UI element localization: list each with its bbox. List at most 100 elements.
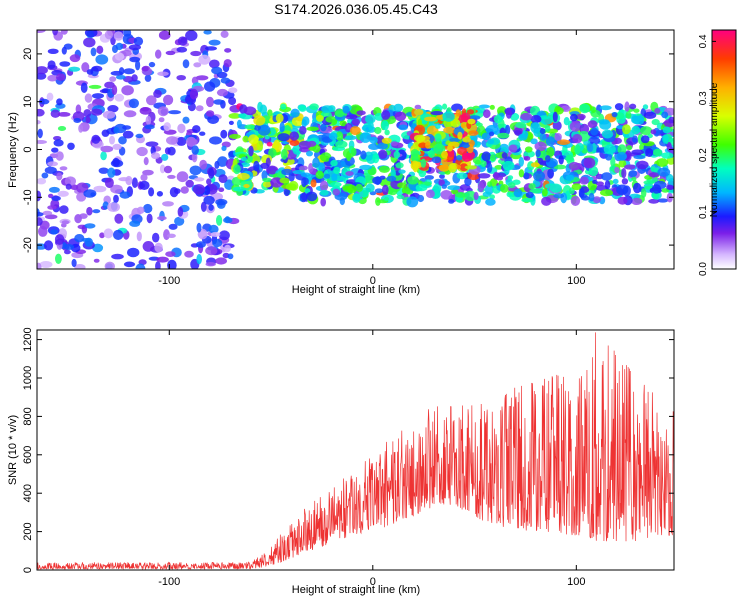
heatmap-cell [617, 144, 627, 155]
heatmap-cell [107, 105, 119, 113]
heatmap-cell [588, 165, 599, 177]
heatmap-cell [84, 223, 96, 229]
heatmap-cell [205, 46, 217, 51]
heatmap-cell [200, 201, 207, 212]
heatmap-cell [153, 89, 162, 98]
heatmap-cell [640, 135, 650, 144]
heatmap-cell [525, 191, 534, 199]
heatmap-cell [420, 158, 427, 168]
snr-y-tick-label: 600 [22, 446, 34, 464]
heatmap-cell [603, 144, 616, 155]
snr-x-tick-label: 0 [370, 576, 376, 588]
heatmap-cell [262, 177, 272, 183]
heatmap-cell [262, 181, 272, 188]
heatmap-cell [464, 165, 477, 170]
colorbar-tick-label: 0.1 [698, 205, 709, 219]
heatmap-cell [530, 115, 542, 124]
heatmap-cell [81, 62, 90, 73]
heatmap-cell [174, 188, 181, 194]
heatmap-cell [237, 172, 250, 181]
heatmap-cell [541, 196, 552, 206]
heatmap-cell [131, 177, 138, 188]
heatmap-cell [299, 126, 307, 135]
heatmap-cell [61, 220, 70, 225]
heatmap-cell [266, 141, 273, 147]
heatmap-cell [553, 164, 567, 170]
heatmap-cell [203, 195, 215, 205]
heatmap-cell [464, 177, 472, 186]
heatmap-cell [44, 214, 58, 220]
heatmap-cell [79, 213, 88, 219]
colorbar-frame [711, 29, 737, 270]
heatmap-cell [483, 109, 491, 119]
heatmap-cell [135, 133, 144, 139]
heatmap-cell [346, 151, 352, 162]
heatmap-cell [306, 126, 319, 131]
heatmap-cell [601, 129, 614, 139]
heatmap-cell [176, 171, 189, 183]
heatmap-cell [248, 145, 254, 157]
figure-title: S174.2026.036.05.45.C43 [274, 1, 438, 17]
heatmap-cell [218, 187, 225, 192]
heatmap-cell [523, 172, 530, 180]
heatmap-cell [177, 36, 188, 46]
heatmap-cell [205, 262, 216, 267]
heatmap-cell [141, 66, 149, 72]
heatmap-cell [604, 180, 611, 190]
heatmap-cell [661, 152, 674, 159]
heatmap-cell [485, 198, 496, 206]
heatmap-cell [407, 175, 419, 185]
heatmap-cell [518, 169, 525, 178]
heatmap-cell [167, 233, 176, 238]
heatmap-cell [456, 172, 468, 180]
heatmap-cell [75, 104, 82, 114]
heatmap-cell [661, 111, 669, 119]
heatmap-cell [208, 224, 219, 234]
heatmap-cell [565, 154, 574, 162]
heatmap-cell [88, 84, 102, 89]
heatmap-cell [309, 103, 319, 110]
heatmap-cell [208, 39, 221, 46]
heatmap-cell [151, 152, 160, 160]
heatmap-cell [539, 128, 546, 135]
heatmap-cell [99, 232, 105, 239]
heatmap-cell [279, 122, 285, 133]
heatmap-cell [268, 148, 277, 158]
heatmap-cell [489, 131, 495, 137]
heatmap-cell [410, 160, 419, 171]
heatmap-cell [587, 136, 601, 145]
heatmap-cell [464, 190, 477, 202]
heatmap-cell [119, 191, 131, 199]
heatmap-cell [487, 139, 495, 145]
snr-y-axis-label: SNR (10 * v/v) [7, 415, 19, 485]
colorbar-tick-label: 0.0 [698, 262, 709, 276]
heatmap-cell [44, 166, 57, 174]
heatmap-cell [657, 167, 671, 177]
heatmap-cell [142, 169, 154, 176]
heatmap-cell [525, 146, 533, 153]
heatmap-cell [633, 108, 640, 113]
heatmap-cell [242, 135, 249, 143]
heatmap-cell [155, 261, 161, 269]
heatmap-cell [440, 190, 453, 200]
heatmap-cell [507, 182, 516, 189]
heatmap-x-ticks: -100 0 100 [158, 30, 585, 287]
heatmap-cell [415, 184, 428, 192]
heatmap-cell [107, 202, 120, 213]
heatmap-cell [158, 30, 171, 40]
heatmap-cell [394, 111, 407, 122]
heatmap-cell [85, 116, 91, 124]
heatmap-cell [84, 93, 93, 103]
heatmap-cell [61, 46, 67, 55]
heatmap-cell [112, 157, 120, 167]
heatmap-cell [365, 114, 376, 124]
colorbar-gradient [712, 30, 736, 269]
heatmap-cell [352, 193, 361, 203]
snr-background [37, 330, 674, 570]
heatmap-cell [223, 217, 233, 224]
heatmap-cell [448, 199, 455, 204]
heatmap-cell [523, 150, 535, 158]
heatmap-cell [228, 120, 234, 125]
heatmap-cell [37, 66, 48, 75]
heatmap-cell [73, 118, 82, 123]
